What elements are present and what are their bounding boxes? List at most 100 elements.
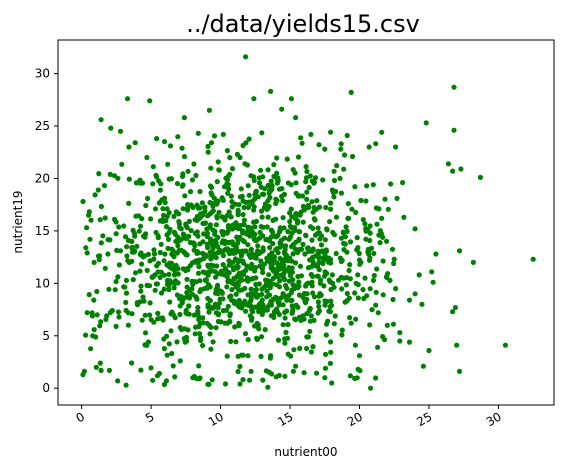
data-point [259, 311, 265, 317]
data-point [373, 205, 379, 211]
x-tick-label: 25 [414, 409, 434, 429]
data-point [213, 240, 219, 246]
data-point [91, 259, 97, 265]
data-point [289, 269, 295, 275]
data-point [198, 335, 204, 341]
data-point [341, 247, 347, 253]
data-point [333, 250, 339, 257]
data-point [366, 257, 373, 263]
data-point [358, 197, 364, 204]
data-point [280, 291, 286, 297]
data-point [309, 248, 315, 254]
data-point [363, 236, 369, 242]
data-point [456, 368, 463, 374]
data-point [379, 215, 385, 221]
data-point [148, 317, 154, 323]
data-point [202, 204, 208, 210]
data-point [344, 132, 350, 139]
data-point [278, 237, 284, 244]
data-point [373, 375, 379, 381]
data-point [205, 245, 211, 251]
data-point [240, 142, 246, 149]
data-point [239, 258, 245, 264]
data-point [238, 186, 244, 192]
data-point [226, 211, 232, 217]
data-point [339, 332, 345, 338]
data-point [366, 247, 372, 253]
data-point [144, 267, 150, 273]
data-point [154, 281, 160, 287]
data-point [311, 204, 317, 211]
data-point [273, 200, 279, 207]
data-point [265, 384, 271, 390]
data-point [91, 297, 97, 303]
data-point [216, 311, 222, 317]
data-point [167, 226, 173, 232]
data-point [84, 225, 90, 231]
data-point [339, 257, 345, 263]
data-point [225, 303, 231, 309]
data-point [140, 294, 146, 300]
data-point [181, 336, 187, 342]
data-point [122, 234, 129, 240]
data-point [310, 344, 316, 350]
data-point [305, 245, 311, 251]
data-point [259, 214, 265, 220]
data-point [224, 148, 230, 154]
data-point [327, 304, 333, 310]
x-tick-label: 0 [74, 409, 88, 425]
data-point [290, 368, 296, 374]
data-point [191, 161, 197, 167]
data-point [282, 340, 288, 346]
data-point [233, 248, 239, 254]
data-point [365, 227, 371, 233]
data-point [208, 140, 215, 146]
data-point [140, 233, 147, 239]
data-point [360, 217, 366, 223]
y-tick-label: 20 [35, 171, 50, 185]
data-point [201, 231, 207, 237]
data-point [155, 316, 161, 322]
data-point [150, 164, 156, 170]
data-point [267, 292, 273, 298]
data-point [412, 291, 418, 297]
data-point [158, 241, 164, 247]
data-point [197, 278, 203, 284]
data-point [300, 241, 306, 247]
data-point [276, 229, 283, 235]
data-point [339, 327, 345, 333]
data-point [260, 269, 266, 276]
data-point [139, 180, 146, 186]
data-point [265, 214, 271, 220]
data-point [328, 200, 334, 206]
data-point [261, 284, 267, 290]
data-point [98, 203, 104, 210]
data-point [360, 287, 366, 293]
data-point [263, 277, 269, 283]
data-point [299, 140, 305, 146]
data-point [347, 373, 353, 379]
data-point [195, 250, 201, 256]
data-point [152, 287, 158, 293]
data-point [175, 243, 181, 249]
y-tick-label: 10 [35, 276, 50, 290]
data-point [277, 278, 283, 284]
data-point [312, 175, 319, 181]
data-point [186, 311, 192, 317]
data-point [166, 176, 172, 182]
data-point [269, 229, 276, 235]
data-point [394, 195, 400, 201]
data-point [115, 274, 121, 280]
data-point [171, 285, 177, 291]
data-point [271, 162, 277, 168]
data-point [423, 120, 429, 126]
data-point [243, 308, 249, 314]
data-point [334, 163, 340, 169]
data-point [252, 323, 258, 329]
data-point [370, 182, 376, 188]
data-point [274, 170, 280, 176]
data-point [205, 143, 211, 149]
data-point [320, 177, 326, 183]
data-point [187, 189, 194, 195]
data-point [304, 189, 310, 195]
